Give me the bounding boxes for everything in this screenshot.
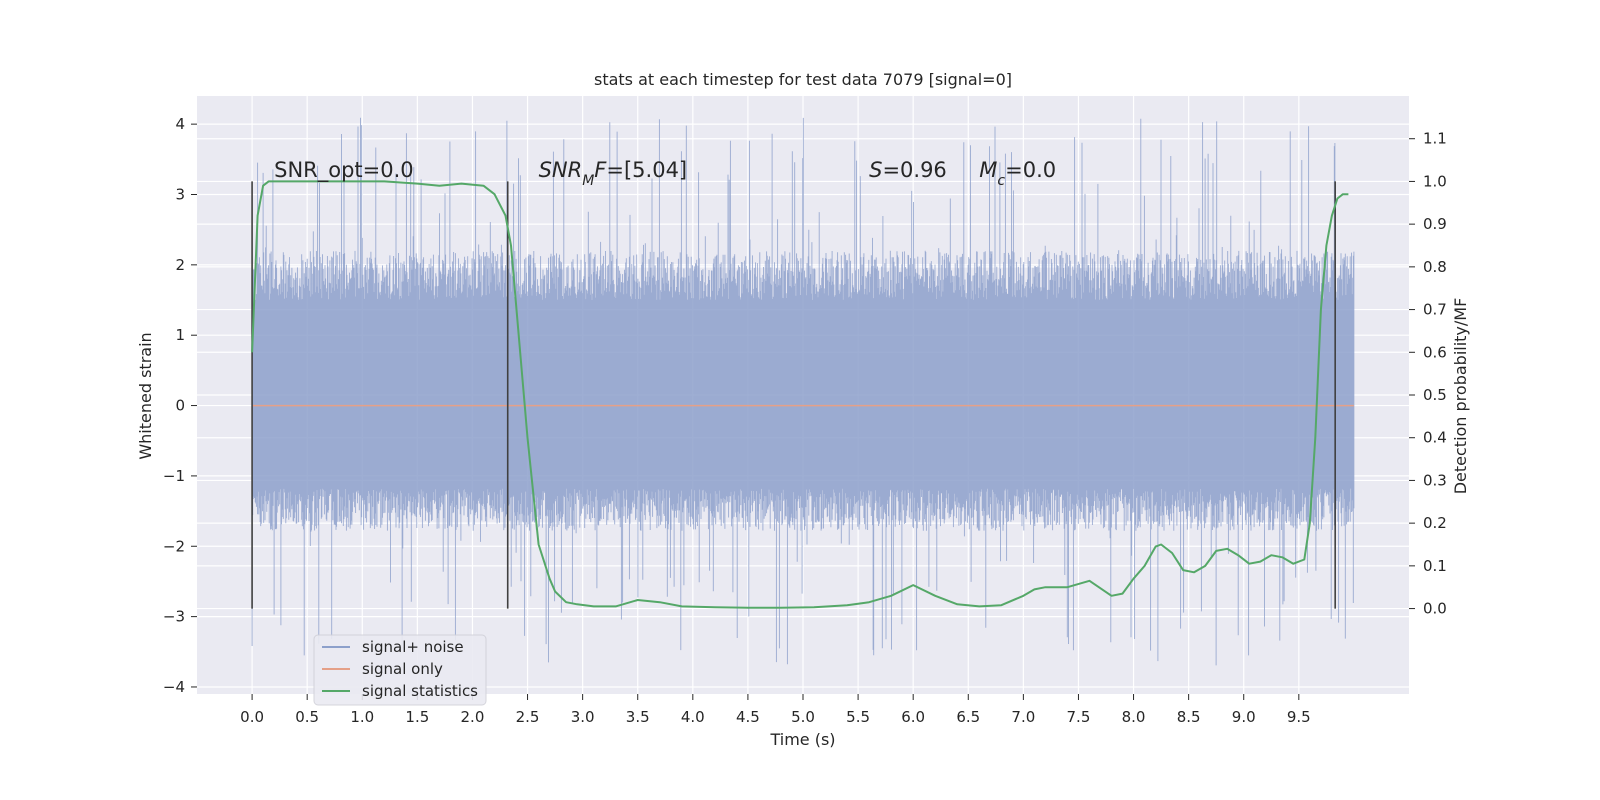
y-tick-label-7: 3: [175, 185, 185, 203]
legend-label-signal: signal only: [362, 660, 443, 678]
x-tick-label-13: 6.5: [956, 708, 980, 726]
legend: signal+ noise signal only signal statist…: [313, 634, 487, 706]
x-tick-label-10: 5.0: [791, 708, 815, 726]
x-tick-label-18: 9.0: [1232, 708, 1256, 726]
y-tick-label-6: 2: [175, 256, 185, 274]
y2-tick-label-1: 0.1: [1423, 557, 1447, 575]
y2-tick-label-5: 0.5: [1423, 386, 1447, 404]
x-tick-label-2: 1.0: [350, 708, 374, 726]
y2-tick-label-0: 0.0: [1423, 600, 1447, 618]
legend-box: [313, 634, 487, 706]
x-tick-label-7: 3.5: [626, 708, 650, 726]
y2-tick-label-2: 0.2: [1423, 514, 1447, 532]
x-tick-label-0: 0.0: [240, 708, 264, 726]
x-axis-label: Time (s): [769, 730, 835, 749]
y2-tick-label-6: 0.6: [1423, 343, 1447, 361]
x-tick-label-14: 7.0: [1011, 708, 1035, 726]
x-tick-label-1: 0.5: [295, 708, 319, 726]
y-axis-ticks: −4 −3 −2 −1 0 1 2 3 4: [163, 115, 197, 696]
legend-label-noise: signal+ noise: [362, 638, 464, 656]
y-tick-label-3: −1: [163, 467, 185, 485]
chart-title: stats at each timestep for test data 707…: [594, 70, 1012, 89]
x-tick-label-17: 8.5: [1177, 708, 1201, 726]
y2-tick-label-8: 0.8: [1423, 258, 1447, 276]
x-tick-label-11: 5.5: [846, 708, 870, 726]
legend-label-stats: signal statistics: [362, 682, 478, 700]
x-tick-label-3: 1.5: [405, 708, 429, 726]
x-tick-label-16: 8.0: [1122, 708, 1146, 726]
y2-tick-label-11: 1.1: [1423, 130, 1447, 148]
annotation-2: S=0.96: [869, 158, 947, 182]
x-tick-label-8: 4.0: [681, 708, 705, 726]
y-tick-label-8: 4: [175, 115, 185, 133]
annotations: SNR_opt=0.0 SNRMF=[5.04] S=0.96 Mc=0.0: [274, 158, 1056, 189]
y2-axis-label: Detection probability/MF: [1451, 298, 1470, 495]
y-tick-label-0: −4: [163, 678, 185, 696]
y2-tick-label-10: 1.0: [1423, 172, 1447, 190]
y2-tick-label-7: 0.7: [1423, 301, 1447, 319]
x-tick-label-4: 2.0: [461, 708, 485, 726]
y-tick-label-2: −2: [163, 537, 185, 555]
y-tick-label-1: −3: [163, 608, 185, 626]
x-tick-label-19: 9.5: [1287, 708, 1311, 726]
x-axis-ticks: 0.0 0.5 1.0 1.5 2.0 2.5 3.0 3.5 4.0 4.5 5.0 5.5 6.0 6…: [240, 694, 1311, 726]
y2-tick-label-4: 0.4: [1423, 429, 1447, 447]
marker-lines: [251, 181, 1336, 609]
y-tick-label-4: 0: [175, 397, 185, 415]
annotation-3: Mc=0.0: [979, 158, 1056, 189]
x-tick-label-5: 2.5: [516, 708, 540, 726]
y2-axis-ticks: 0.0 0.1 0.2 0.3 0.4 0.5 0.6 0.7 0.8 0.9 1.0 1.1: [1409, 130, 1447, 618]
x-tick-label-12: 6.0: [901, 708, 925, 726]
y-tick-label-5: 1: [175, 326, 185, 344]
x-tick-label-6: 3.0: [571, 708, 595, 726]
y2-tick-label-3: 0.3: [1423, 471, 1447, 489]
annotation-0: SNR_opt=0.0: [274, 158, 414, 183]
signal-statistics-line: [251, 180, 1349, 609]
y2-tick-label-9: 0.9: [1423, 215, 1447, 233]
annotation-1: SNRMF=[5.04]: [539, 158, 688, 189]
signal-statistics-series: [251, 180, 1349, 609]
x-tick-label-15: 7.5: [1067, 708, 1091, 726]
x-tick-label-9: 4.5: [736, 708, 760, 726]
y-axis-label: Whitened strain: [136, 332, 155, 459]
